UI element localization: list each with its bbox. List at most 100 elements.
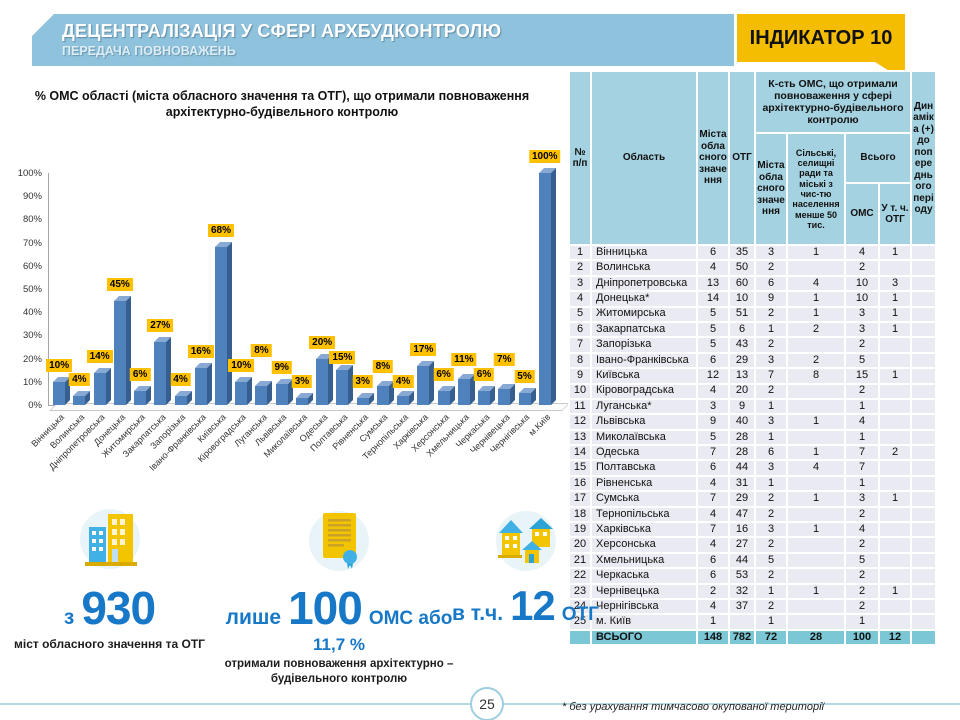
table-cell: 1 — [754, 582, 788, 601]
table-cell: 100 — [844, 628, 880, 647]
table-cell — [910, 505, 938, 524]
bar-value-label: 4% — [69, 373, 90, 386]
table-cell: 2 — [754, 382, 788, 400]
table-cell: Житомирська — [590, 305, 698, 323]
bar-slot: 68% Київська — [196, 173, 234, 444]
bar-slot: 14% Дніпропетровська — [47, 173, 113, 472]
bar — [194, 368, 207, 405]
table-cell: 2 — [844, 582, 880, 601]
header-banner: ДЕЦЕНТРАЛІЗАЦІЯ У СФЕРІ АРХБУДКОНТРОЛЮ П… — [32, 14, 734, 66]
table-cell: 4 — [844, 521, 880, 539]
table-cell: 13 — [728, 367, 756, 385]
table-cell: Київська — [590, 367, 698, 385]
table-cell: 7 — [754, 367, 788, 385]
table-cell: 2 — [754, 259, 788, 277]
table-cell: 50 — [728, 259, 756, 277]
table-cell: 2 — [754, 567, 788, 585]
table-cell: 1 — [754, 613, 788, 631]
table-cell: 3 — [877, 274, 913, 293]
table-cell: 6 — [568, 320, 592, 339]
table-cell: Закарпатська — [590, 320, 698, 339]
table-cell: 7 — [844, 444, 880, 462]
bar-slot: 45% Донецька — [91, 173, 133, 447]
table-cell — [910, 413, 938, 431]
y-tick-label: 20% — [22, 353, 42, 365]
table-cell: 2 — [754, 536, 788, 554]
table-cell — [910, 367, 938, 385]
stat-otg-suffix: ОТГ — [561, 604, 599, 625]
table-cell: 7 — [696, 444, 730, 462]
table-row: 8 Івано-Франківська 6 29 3 2 5 — [568, 351, 938, 370]
bar — [498, 389, 511, 405]
table-cell: Херсонська — [590, 536, 698, 554]
table-cell: Івано-Франківська — [590, 351, 698, 370]
table-cell: 10 — [728, 290, 756, 308]
table-cell: 4 — [786, 459, 846, 477]
col-header-villages: Сільські, селищні ради та міські з чис-т… — [786, 132, 846, 246]
table-cell: 1 — [877, 290, 913, 308]
bar-value-label: 45% — [106, 278, 133, 291]
table-cell: 1 — [877, 243, 913, 262]
table-cell: 6 — [696, 243, 730, 262]
table-cell: Запорізька — [590, 336, 698, 354]
bar-value-label: 68% — [207, 224, 234, 237]
table-cell — [877, 567, 913, 585]
table-cell: 148 — [696, 628, 730, 647]
bar-slot: 11% Хмельницька — [424, 173, 477, 459]
bar — [235, 382, 248, 405]
table-cell: 1 — [786, 582, 846, 601]
table-row: 10 Кіровоградська 4 20 2 2 — [568, 382, 938, 400]
table-cell: Миколаївська — [590, 428, 698, 447]
table-cell: 8 — [568, 351, 592, 370]
table-cell — [910, 459, 938, 477]
table-cell: 3 — [696, 397, 730, 416]
bar-value-label: 9% — [271, 361, 292, 374]
table-cell — [910, 536, 938, 554]
table-cell: 16 — [568, 474, 592, 493]
table-cell: 24 — [568, 597, 592, 616]
table-cell: 72 — [754, 628, 788, 647]
table-cell: 12 — [568, 413, 592, 431]
y-tick-label: 60% — [22, 260, 42, 272]
table-row: 6 Закарпатська 5 6 1 2 3 1 — [568, 320, 938, 339]
table-cell — [568, 628, 592, 647]
table-cell: 1 — [877, 490, 913, 508]
table-cell — [910, 428, 938, 447]
table-cell: 27 — [728, 536, 756, 554]
table-cell: Кіровоградська — [590, 382, 698, 400]
table-cell: 7 — [568, 336, 592, 354]
y-axis-labels: 100% 90% 80% 70% 60% 50% 40% 30% 20% 10% 0% — [8, 168, 42, 411]
table-cell: 23 — [568, 582, 592, 601]
table-cell: 47 — [728, 505, 756, 524]
table-cell: 28 — [728, 444, 756, 462]
bar-slot: 27% Закарпатська — [120, 173, 174, 459]
table-row: 20 Херсонська 4 27 2 2 — [568, 536, 938, 554]
table-cell: Чернігівська — [590, 597, 698, 616]
table-cell: 10 — [568, 382, 592, 400]
stat-cities-caption: міст обласного значення та ОТГ — [13, 637, 205, 651]
bar-value-label: 10% — [46, 359, 73, 372]
regions-table: № п/п Область Міста обласного значення О… — [568, 70, 938, 647]
bar — [518, 393, 531, 405]
bar-slot: 17% Харківська — [392, 173, 437, 451]
table-cell: 5 — [568, 305, 592, 323]
table-cell — [877, 613, 913, 631]
bar-slot: 15% Полтавська — [308, 173, 356, 453]
bar-value-label: 15% — [329, 351, 356, 364]
bar-slot: 4% Запорізька — [149, 173, 191, 451]
table-cell — [877, 505, 913, 524]
table-cell — [910, 397, 938, 416]
bar-value-label: 3% — [291, 375, 313, 388]
table-cell: 11 — [568, 397, 592, 416]
table-cell: 2 — [696, 582, 730, 601]
table-cell: 9 — [568, 367, 592, 385]
col-header-region: Область — [590, 70, 698, 246]
page-number: 25 — [470, 687, 504, 720]
bar-value-label: 27% — [147, 319, 174, 332]
table-cell — [786, 397, 846, 416]
table-cell: 1 — [786, 305, 846, 323]
y-tick-label: 30% — [22, 330, 42, 342]
bar-slot: 4% Тернопільська — [361, 173, 414, 462]
bar — [457, 379, 470, 405]
table-cell: 29 — [728, 490, 756, 508]
